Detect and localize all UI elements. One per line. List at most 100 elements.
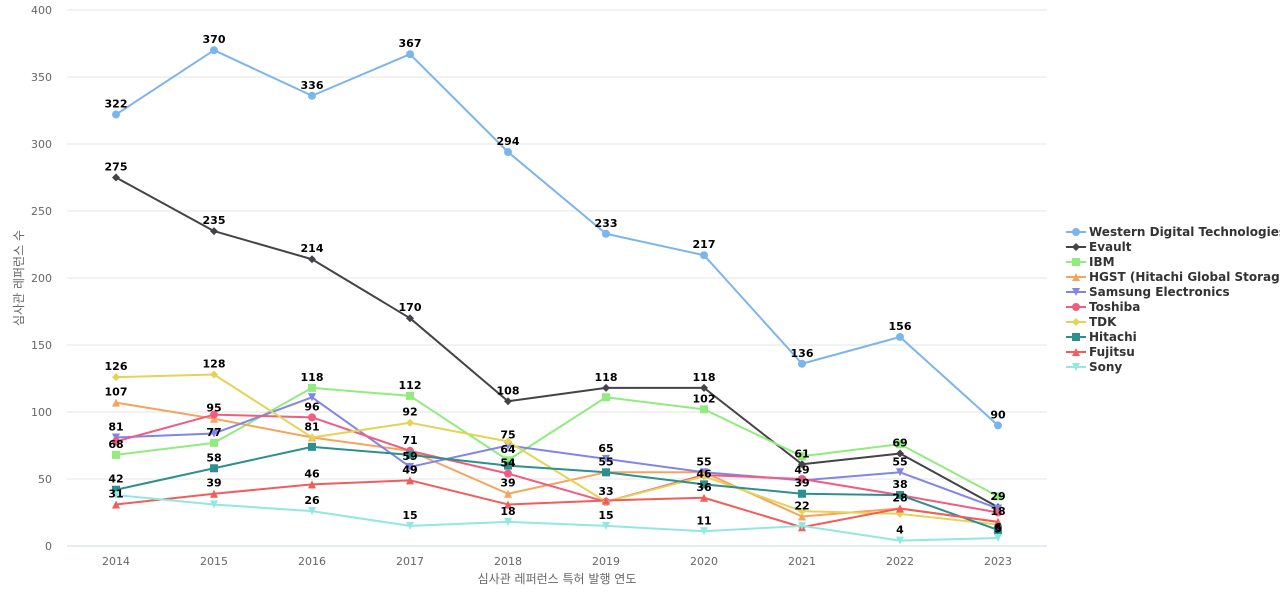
data-label: 39: [206, 477, 221, 490]
data-label: 108: [497, 384, 520, 397]
data-label: 28: [892, 491, 907, 504]
x-axis-ticks: 2014 2015 2016 2017 2018 2019 2020 2021 2022 2023: [102, 555, 1012, 568]
legend-item-hgst-hitachi-global-storag[interactable]: HGST (Hitachi Global Storag...: [1066, 269, 1280, 284]
series-markers: [112, 46, 1002, 545]
legend-item-sony[interactable]: Sony: [1066, 359, 1280, 374]
data-point-hitachi: [504, 461, 512, 470]
data-point-sony: [406, 521, 414, 530]
y-tick-label: 50: [38, 473, 52, 486]
legend-label: IBM: [1089, 254, 1115, 269]
data-point-tdk: [112, 373, 120, 382]
data-point-western-digital-technologies: [406, 50, 414, 59]
data-label: 15: [598, 509, 613, 522]
legend-marker: [1072, 317, 1080, 326]
data-label: 55: [696, 455, 711, 468]
data-label: 322: [105, 98, 128, 111]
data-point-samsung-electronics: [210, 429, 218, 438]
legend-item-western-digital-technologies[interactable]: Western Digital Technologies: [1066, 224, 1280, 239]
data-label: 46: [696, 467, 712, 480]
data-label: 61: [794, 447, 809, 460]
y-tick-label: 100: [31, 406, 52, 419]
data-label: 64: [500, 443, 516, 456]
legend-label: Samsung Electronics: [1089, 284, 1230, 299]
legend-label: Sony: [1089, 359, 1123, 374]
data-label: 156: [889, 320, 912, 333]
data-point-toshiba: [504, 469, 512, 478]
data-label: 112: [399, 379, 422, 392]
legend-label: Hitachi: [1089, 329, 1137, 344]
data-point-ibm: [112, 450, 120, 459]
data-labels: 3223703363672942332171361569027523521417…: [105, 33, 1006, 536]
data-point-tdk: [406, 418, 414, 427]
data-point-western-digital-technologies: [798, 359, 806, 368]
data-point-fujitsu: [112, 500, 120, 509]
legend-item-ibm[interactable]: IBM: [1066, 254, 1280, 269]
data-label: 275: [105, 161, 128, 174]
data-point-hitachi: [994, 525, 1002, 534]
data-point-samsung-electronics: [406, 462, 414, 471]
data-label: 235: [203, 214, 226, 227]
legend-symbol: [1066, 287, 1086, 296]
legend-symbol: [1066, 242, 1086, 251]
data-point-samsung-electronics: [602, 454, 610, 463]
x-tick-label: 2023: [984, 555, 1012, 568]
y-tick-label: 250: [31, 205, 52, 218]
data-point-toshiba: [112, 437, 120, 446]
data-point-tdk: [210, 370, 218, 379]
legend-item-hitachi[interactable]: Hitachi: [1066, 329, 1280, 344]
data-point-fujitsu: [308, 480, 316, 489]
data-point-tdk: [798, 507, 806, 516]
data-label: 96: [304, 400, 320, 413]
data-point-evault: [112, 173, 120, 182]
legend-item-toshiba[interactable]: Toshiba: [1066, 299, 1280, 314]
y-tick-label: 0: [45, 540, 52, 553]
data-point-ibm: [700, 405, 708, 414]
series-line-evault: [115, 176, 999, 509]
data-point-western-digital-technologies: [210, 46, 218, 55]
data-point-sony: [994, 533, 1002, 542]
data-label: 38: [892, 478, 907, 491]
data-label: 54: [500, 457, 516, 470]
legend-item-tdk[interactable]: TDK: [1066, 314, 1280, 329]
legend-symbol: [1066, 272, 1086, 281]
y-tick-label: 150: [31, 339, 52, 352]
x-tick-label: 2021: [788, 555, 816, 568]
data-point-sony: [798, 521, 806, 530]
data-point-fujitsu: [994, 517, 1002, 526]
y-tick-label: 350: [31, 71, 52, 84]
series-line-western-digital-technologies: [115, 49, 999, 427]
legend-label: Evault: [1089, 239, 1132, 254]
data-label: 31: [108, 487, 123, 500]
data-label: 49: [794, 463, 809, 476]
y-tick-label: 400: [31, 4, 52, 17]
legend-item-evault[interactable]: Evault: [1066, 239, 1280, 254]
y-tick-label: 200: [31, 272, 52, 285]
data-label: 370: [203, 33, 226, 46]
data-point-tdk: [896, 509, 904, 518]
data-point-fujitsu: [406, 476, 414, 485]
series-line-toshiba: [115, 413, 999, 514]
legend-item-samsung-electronics[interactable]: Samsung Electronics: [1066, 284, 1280, 299]
data-label: 68: [108, 438, 123, 451]
data-point-sony: [896, 536, 904, 545]
data-label: 49: [402, 463, 417, 476]
data-label: 58: [206, 451, 221, 464]
series-line-tdk: [115, 373, 999, 526]
series-line-hitachi: [115, 445, 999, 531]
data-label: 71: [402, 434, 417, 447]
data-point-ibm: [308, 383, 316, 392]
data-point-tdk: [504, 437, 512, 446]
legend-item-fujitsu[interactable]: Fujitsu: [1066, 344, 1280, 359]
data-label: 36: [696, 481, 712, 494]
data-point-toshiba: [210, 410, 218, 419]
data-label: 39: [500, 477, 515, 490]
data-label: 18: [990, 505, 1005, 518]
data-label: 33: [598, 485, 613, 498]
data-label: 81: [304, 420, 319, 433]
data-label: 75: [500, 429, 515, 442]
legend-marker: [1072, 242, 1080, 251]
data-label: 26: [304, 494, 320, 507]
legend-marker: [1072, 227, 1080, 236]
legend-marker: [1072, 332, 1080, 341]
data-label: 22: [794, 500, 809, 513]
